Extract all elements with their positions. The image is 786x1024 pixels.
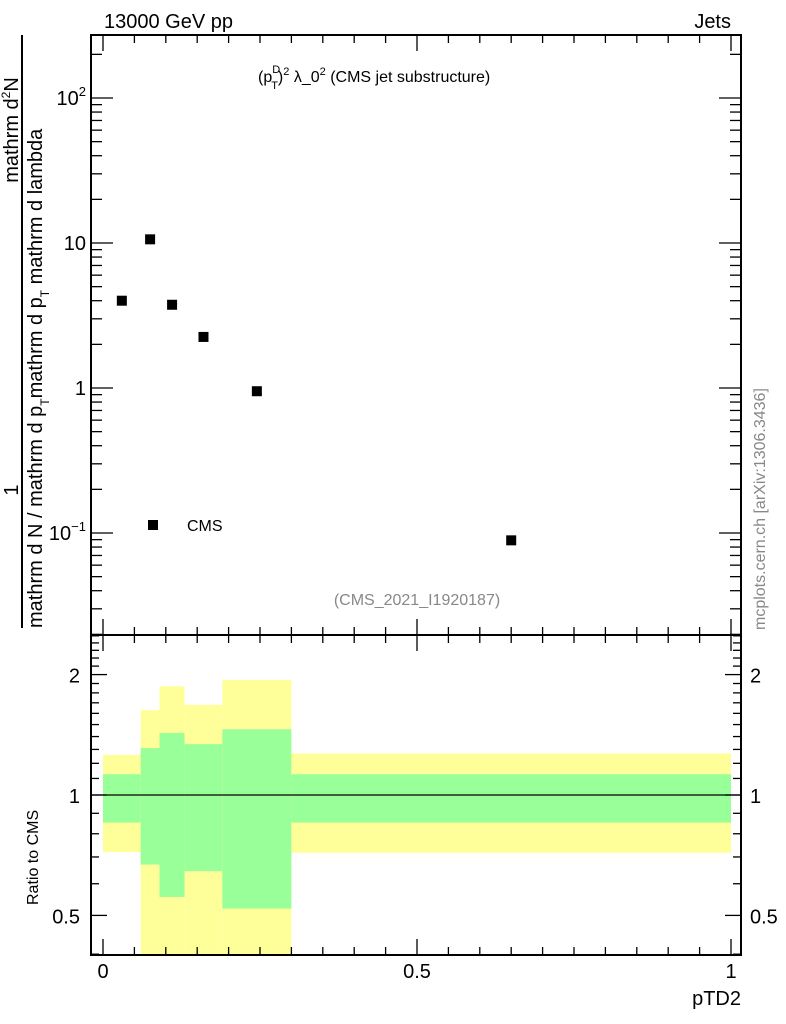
watermark: mcplots.cern.ch [arXiv:1306.3436] (752, 388, 769, 630)
green-band-bin (140, 748, 160, 865)
y-axis-label: 1 mathrm d2N mathrm d N / mathrm d pTmat… (0, 35, 52, 628)
y-tick-label: 10 (64, 233, 86, 255)
y-tick-label: 10−1 (49, 519, 86, 545)
ratio-frame (90, 634, 742, 956)
data-point-cms (167, 299, 178, 310)
green-band-bin (184, 744, 223, 872)
tick-labels: 102 10 1 10−1 2 2 1 1 0.5 0.5 0 0.5 1 (49, 84, 778, 983)
legend-marker-cms (148, 520, 158, 530)
data-points (116, 234, 517, 546)
green-band-bin (159, 732, 185, 897)
data-point-cms (198, 331, 209, 342)
x-tick-label: 0.5 (403, 961, 431, 983)
legend-label-cms: CMS (187, 518, 223, 535)
ratio-y-tick-label-right: 1 (750, 786, 761, 808)
plot-title: (pD T)2 λ_02 (CMS jet substructure) (258, 64, 490, 92)
x-axis-label: pTD2 (692, 988, 741, 1010)
x-tick-label: 0 (97, 961, 108, 983)
green-band-bin (291, 774, 731, 823)
svg-text:mathrm d N / mathrm d pTmathrm: mathrm d N / mathrm d pTmathrm d pT math… (25, 128, 52, 628)
green-band-bin (222, 729, 292, 909)
header-right: Jets (694, 11, 731, 33)
svg-text:1: 1 (1, 484, 23, 495)
x-tick-label: 1 (725, 961, 736, 983)
data-point-cms (251, 386, 262, 397)
ratio-y-tick-label: 0.5 (52, 906, 80, 928)
ratio-y-tick-label-right: 0.5 (750, 906, 778, 928)
ratio-bands (103, 679, 731, 955)
ratio-y-label: Ratio to CMS (25, 810, 42, 905)
ratio-y-tick-label-right: 2 (750, 666, 761, 688)
y-tick-label: 102 (57, 84, 86, 110)
ratio-y-tick-label: 2 (69, 666, 80, 688)
axis-ticks (91, 35, 741, 955)
green-band-bin (103, 774, 141, 823)
data-point-cms (506, 535, 517, 546)
data-point-cms (145, 234, 156, 245)
svg-text:mathrm d2N: mathrm d2N (0, 77, 23, 183)
header-left: 13000 GeV pp (104, 11, 233, 33)
data-point-cms (116, 295, 127, 306)
ratio-y-tick-label: 1 (69, 786, 80, 808)
analysis-label: (CMS_2021_I1920187) (334, 592, 500, 609)
main-frame (90, 34, 742, 636)
y-tick-label: 1 (75, 378, 86, 400)
